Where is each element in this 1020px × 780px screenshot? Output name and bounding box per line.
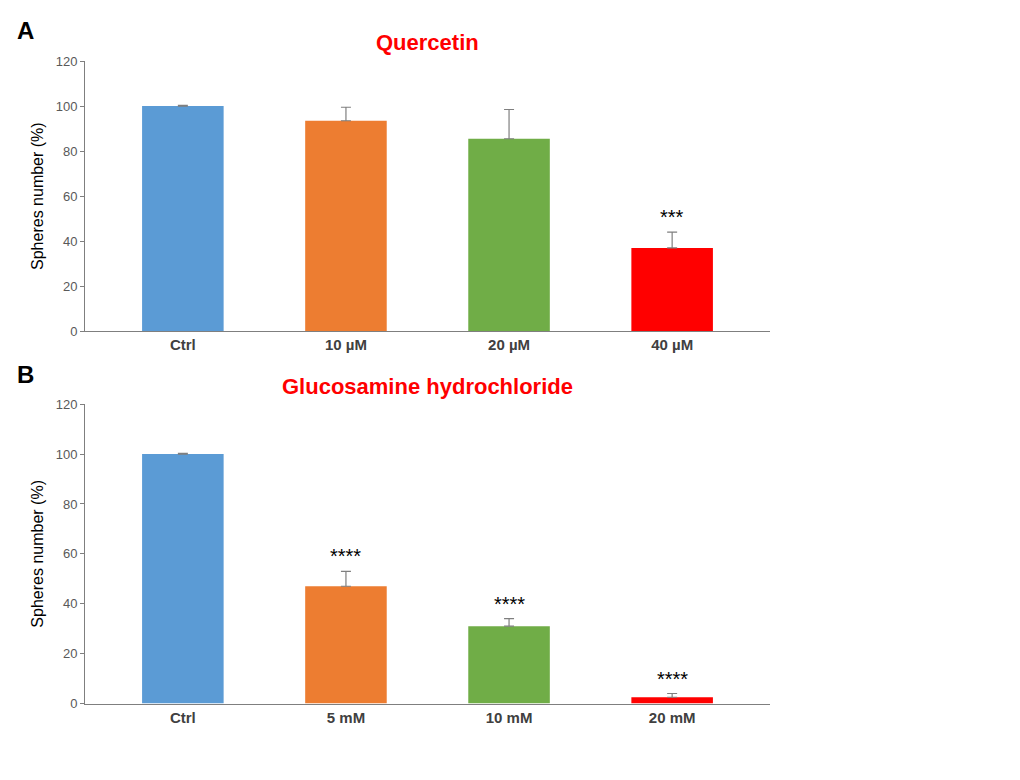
svg-text:Glucosamine hydrochloride: Glucosamine hydrochloride [282,374,573,399]
svg-text:20 mM: 20 mM [649,709,696,726]
svg-text:****: **** [494,593,525,615]
svg-text:5 mM: 5 mM [327,709,365,726]
svg-text:100: 100 [56,447,78,462]
svg-text:A: A [17,17,34,44]
svg-text:20: 20 [63,646,77,661]
svg-text:Spheres number (%): Spheres number (%) [29,480,46,628]
svg-text:40: 40 [63,234,77,249]
svg-text:Ctrl: Ctrl [170,709,196,726]
svg-text:****: **** [657,668,688,690]
svg-text:40 µM: 40 µM [651,336,693,353]
svg-text:10 µM: 10 µM [325,336,367,353]
svg-text:80: 80 [63,144,77,159]
svg-text:60: 60 [63,189,77,204]
svg-text:60: 60 [63,546,77,561]
svg-text:****: **** [330,545,361,567]
svg-text:20: 20 [63,279,77,294]
svg-text:0: 0 [70,324,77,339]
svg-text:Ctrl: Ctrl [170,336,196,353]
svg-text:40: 40 [63,596,77,611]
svg-text:120: 120 [56,397,78,412]
svg-text:20 µM: 20 µM [488,336,530,353]
svg-text:80: 80 [63,497,77,512]
svg-text:Spheres number (%): Spheres number (%) [29,122,46,270]
svg-text:***: *** [660,206,684,228]
svg-text:B: B [17,361,34,388]
svg-text:120: 120 [56,54,78,69]
svg-text:10 mM: 10 mM [486,709,533,726]
svg-text:Quercetin: Quercetin [376,30,479,55]
svg-text:100: 100 [56,99,78,114]
svg-text:0: 0 [70,696,77,711]
